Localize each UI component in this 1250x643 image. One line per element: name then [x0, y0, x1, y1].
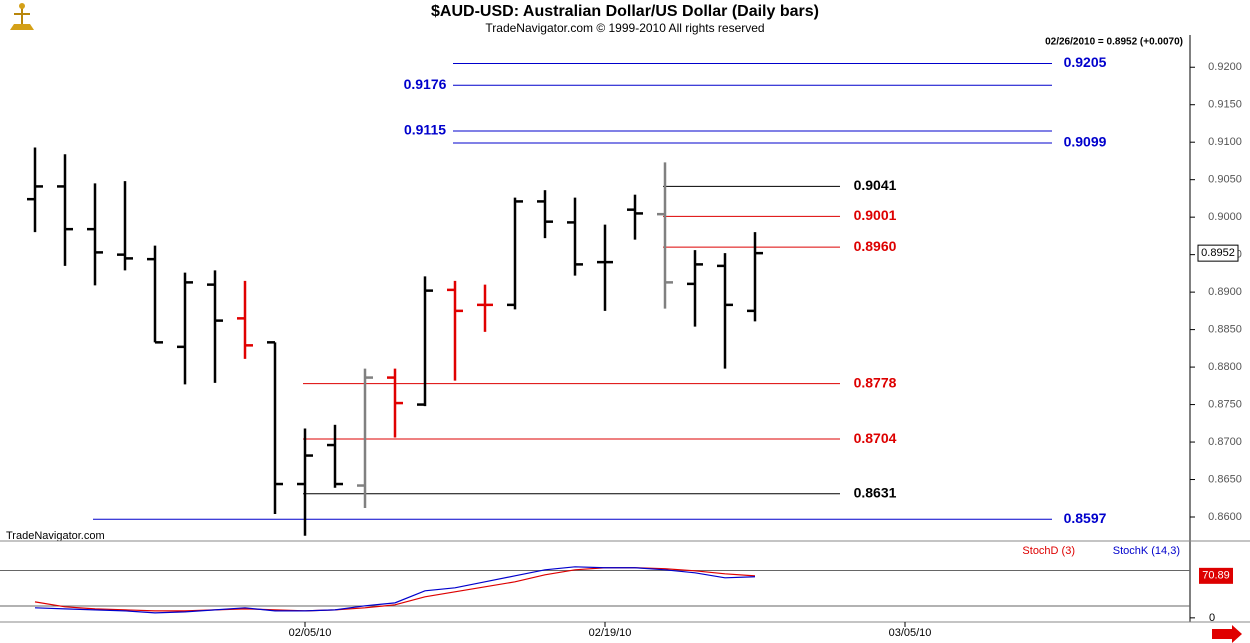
y-tick-label: 0.8850 — [1208, 324, 1242, 336]
level-label: 0.9001 — [854, 207, 897, 223]
last-value-label: 70.89 — [1202, 570, 1230, 582]
last-value-box — [1199, 567, 1233, 584]
level-label: 0.9041 — [854, 177, 897, 193]
y-tick-label: 0.9100 — [1208, 136, 1242, 148]
y-tick-label: 0.8650 — [1208, 473, 1242, 485]
y-tick-label: 0 — [1209, 612, 1215, 624]
level-label: 0.8704 — [854, 430, 897, 446]
chart-subtitle: TradeNavigator.com © 1999-2010 All right… — [485, 21, 764, 35]
y-tick-label: 0.9050 — [1208, 174, 1242, 186]
x-tick-label: 02/05/10 — [289, 627, 332, 639]
scroll-arrow[interactable] — [1212, 625, 1242, 643]
x-tick-label: 02/19/10 — [589, 627, 632, 639]
last-price-label: 0.8952 — [1201, 247, 1235, 259]
y-tick-label: 0.8750 — [1208, 398, 1242, 410]
y-tick-label: 0.9200 — [1208, 61, 1242, 73]
stoch-line — [34, 566, 756, 614]
legend-entry: StochD (3) — [1022, 545, 1075, 557]
level-label: 0.9099 — [1064, 134, 1107, 150]
legend-entry: StochK (14,3) — [1113, 545, 1180, 557]
last-price-box — [1197, 244, 1239, 262]
level-label: 0.8960 — [854, 238, 897, 254]
watermark: TradeNavigator.com — [6, 530, 105, 542]
quote: 02/26/2010 = 0.8952 (+0.0070) — [1045, 37, 1183, 48]
level-label: 0.9115 — [404, 122, 446, 138]
y-tick-label: 0.8900 — [1208, 286, 1242, 298]
level-label: 0.8778 — [854, 374, 897, 390]
level-label: 0.9176 — [404, 76, 447, 92]
y-tick-label: 0.9150 — [1208, 99, 1242, 111]
logo — [10, 3, 34, 30]
y-tick-label: 0.8800 — [1208, 361, 1242, 373]
level-label: 0.9205 — [1064, 54, 1107, 70]
x-tick-label: 03/05/10 — [889, 627, 932, 639]
level-label: 0.8631 — [854, 484, 897, 500]
chart-title: $AUD-USD: Australian Dollar/US Dollar (D… — [431, 3, 819, 20]
y-tick-label: 0.9000 — [1208, 211, 1242, 223]
level-label: 0.8597 — [1064, 510, 1107, 526]
y-tick-label: 0.8700 — [1208, 436, 1242, 448]
y-tick-label: 0.8600 — [1208, 511, 1242, 523]
